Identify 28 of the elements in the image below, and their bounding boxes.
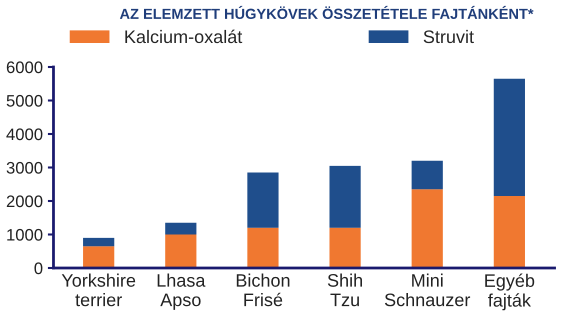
legend-label: Struvit xyxy=(424,30,474,44)
y-tick-label: 4000 xyxy=(6,128,42,140)
bar xyxy=(494,78,525,196)
y-tick-label: 3000 xyxy=(6,162,42,174)
bar xyxy=(83,246,114,268)
y-tick-label: 6000 xyxy=(6,61,42,74)
legend-label: Kalcium-oxalát xyxy=(125,30,242,44)
bar xyxy=(412,189,443,268)
bar xyxy=(412,160,443,190)
x-tick-label: Mini Schnauzer xyxy=(384,274,470,306)
bar xyxy=(165,222,196,234)
chart-title: AZ ELEMZETT HÚGYKÖVEK ÖSSZETÉTELE FAJTÁNKÉNT* xyxy=(120,6,534,19)
bar xyxy=(247,172,279,228)
bar xyxy=(83,238,114,246)
x-tick-label: Lhasa Apso xyxy=(158,274,206,310)
x-tick-label: Egyéb fajták xyxy=(485,274,534,310)
bar xyxy=(165,234,196,268)
x-tick-label: Shih Tzu xyxy=(328,274,362,306)
y-tick-label: 1000 xyxy=(7,228,42,241)
bar xyxy=(494,196,525,268)
y-tick-label: 0 xyxy=(34,262,42,274)
y-tick-label: 2000 xyxy=(6,195,42,208)
x-tick-label: Bichon Frisé xyxy=(236,274,290,306)
y-tick-label: 5000 xyxy=(6,94,42,107)
bar xyxy=(329,228,361,268)
bar xyxy=(329,166,361,228)
bar xyxy=(247,228,279,268)
x-tick-label: Yorkshire terrier xyxy=(62,274,136,306)
